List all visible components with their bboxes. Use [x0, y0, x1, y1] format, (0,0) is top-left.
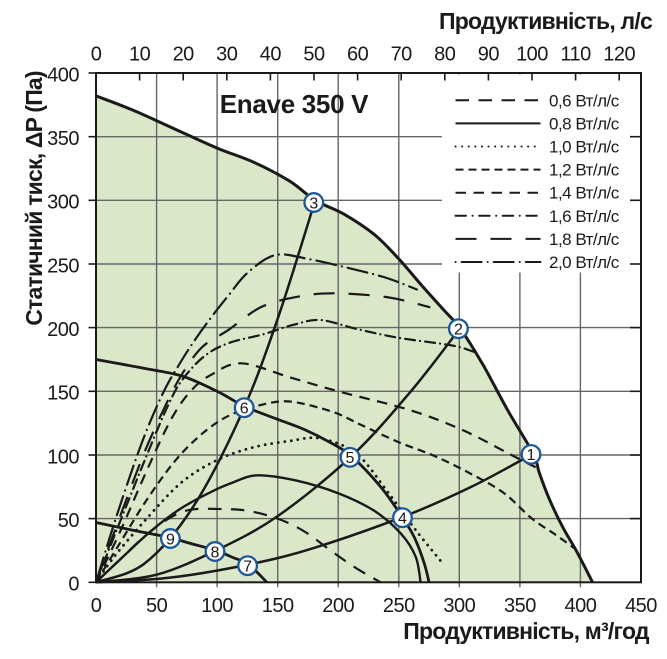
svg-text:1,8 Вт/л/с: 1,8 Вт/л/с	[549, 230, 620, 249]
svg-text:10: 10	[129, 44, 151, 66]
svg-text:Продуктивність, л/с: Продуктивність, л/с	[439, 8, 653, 34]
svg-text:2,0 Вт/л/с: 2,0 Вт/л/с	[549, 253, 620, 272]
svg-text:90: 90	[478, 44, 500, 66]
svg-text:450: 450	[625, 595, 657, 617]
svg-text:1: 1	[527, 447, 536, 464]
svg-text:0: 0	[68, 574, 79, 596]
svg-text:350: 350	[504, 595, 536, 617]
svg-text:200: 200	[322, 595, 354, 617]
svg-text:250: 250	[383, 595, 415, 617]
svg-text:Enave 350 V: Enave 350 V	[220, 89, 369, 119]
svg-text:1,2 Вт/л/с: 1,2 Вт/л/с	[549, 161, 620, 180]
svg-text:7: 7	[243, 559, 252, 576]
svg-text:150: 150	[262, 595, 294, 617]
svg-text:6: 6	[240, 401, 249, 418]
svg-text:400: 400	[564, 595, 596, 617]
svg-text:50: 50	[303, 44, 325, 66]
svg-text:50: 50	[146, 595, 168, 617]
svg-text:0: 0	[91, 44, 102, 66]
svg-text:8: 8	[211, 544, 220, 561]
svg-text:40: 40	[260, 44, 282, 66]
svg-text:200: 200	[47, 319, 79, 341]
svg-text:110: 110	[560, 44, 591, 66]
svg-text:Статичний тиск, ΔP (Па): Статичний тиск, ΔP (Па)	[21, 71, 47, 326]
svg-text:100: 100	[516, 44, 548, 66]
svg-text:150: 150	[47, 383, 79, 405]
svg-text:30: 30	[216, 44, 238, 66]
svg-text:4: 4	[398, 511, 407, 528]
svg-text:250: 250	[47, 255, 79, 277]
svg-text:1,0 Вт/л/с: 1,0 Вт/л/с	[549, 138, 620, 157]
svg-text:5: 5	[346, 450, 355, 467]
svg-text:1,6 Вт/л/с: 1,6 Вт/л/с	[549, 207, 620, 226]
svg-text:Продуктивність, м³/год: Продуктивність, м³/год	[403, 618, 650, 644]
svg-text:70: 70	[391, 44, 413, 66]
svg-text:100: 100	[201, 595, 233, 617]
svg-text:0,8 Вт/л/с: 0,8 Вт/л/с	[549, 114, 620, 133]
svg-text:1,4 Вт/л/с: 1,4 Вт/л/с	[549, 184, 620, 203]
svg-text:400: 400	[47, 64, 79, 86]
svg-text:9: 9	[166, 531, 175, 548]
svg-text:300: 300	[443, 595, 475, 617]
svg-text:60: 60	[347, 44, 369, 66]
svg-text:120: 120	[603, 44, 635, 66]
svg-text:300: 300	[47, 192, 79, 214]
svg-text:0,6 Вт/л/с: 0,6 Вт/л/с	[549, 91, 620, 110]
svg-text:100: 100	[47, 446, 79, 468]
svg-text:3: 3	[309, 195, 318, 212]
svg-text:0: 0	[91, 595, 102, 617]
svg-text:50: 50	[58, 510, 80, 532]
svg-text:80: 80	[434, 44, 456, 66]
svg-text:2: 2	[454, 322, 463, 339]
svg-text:350: 350	[47, 128, 79, 150]
svg-text:20: 20	[173, 44, 195, 66]
